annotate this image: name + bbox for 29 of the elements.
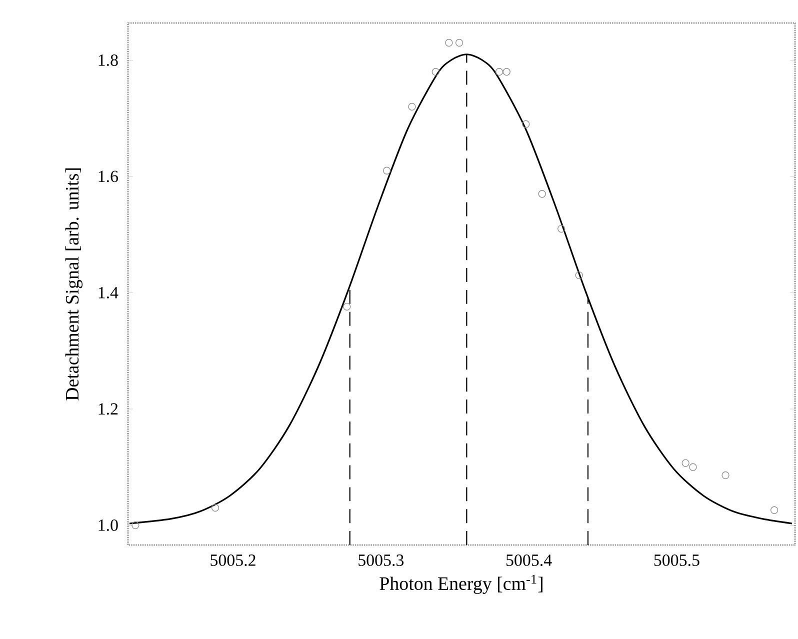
x-axis-title: Photon Energy [cm$^{-1}$] xyxy=(380,574,542,594)
point xyxy=(495,68,504,76)
x-tick-label: 5005.4 xyxy=(506,554,552,566)
y-axis-title: Detachment Signal [arb. units] xyxy=(65,168,83,400)
y-tick-label: 1.0 xyxy=(98,519,118,531)
y-tick-label: 1.4 xyxy=(98,287,118,298)
point xyxy=(522,120,530,128)
x-tick-label: 5005.2 xyxy=(210,554,256,566)
point xyxy=(722,471,730,480)
point xyxy=(455,38,464,47)
point xyxy=(682,459,690,467)
point xyxy=(770,506,778,514)
y-tick-label: 1.6 xyxy=(98,170,118,182)
point xyxy=(575,271,583,280)
point xyxy=(408,102,416,111)
point xyxy=(558,224,566,233)
point xyxy=(382,166,391,174)
point xyxy=(132,521,140,530)
point xyxy=(502,68,510,76)
x-tick-label: 5005.5 xyxy=(654,554,700,566)
y-tick-label: 1.2 xyxy=(98,403,118,415)
y-tick-label: 1.8 xyxy=(98,54,118,66)
point xyxy=(343,302,351,311)
x-tick-label: 5005.3 xyxy=(358,554,404,566)
point xyxy=(432,68,440,76)
point xyxy=(538,190,546,198)
point xyxy=(445,38,453,47)
point xyxy=(211,504,220,512)
point xyxy=(689,463,697,471)
